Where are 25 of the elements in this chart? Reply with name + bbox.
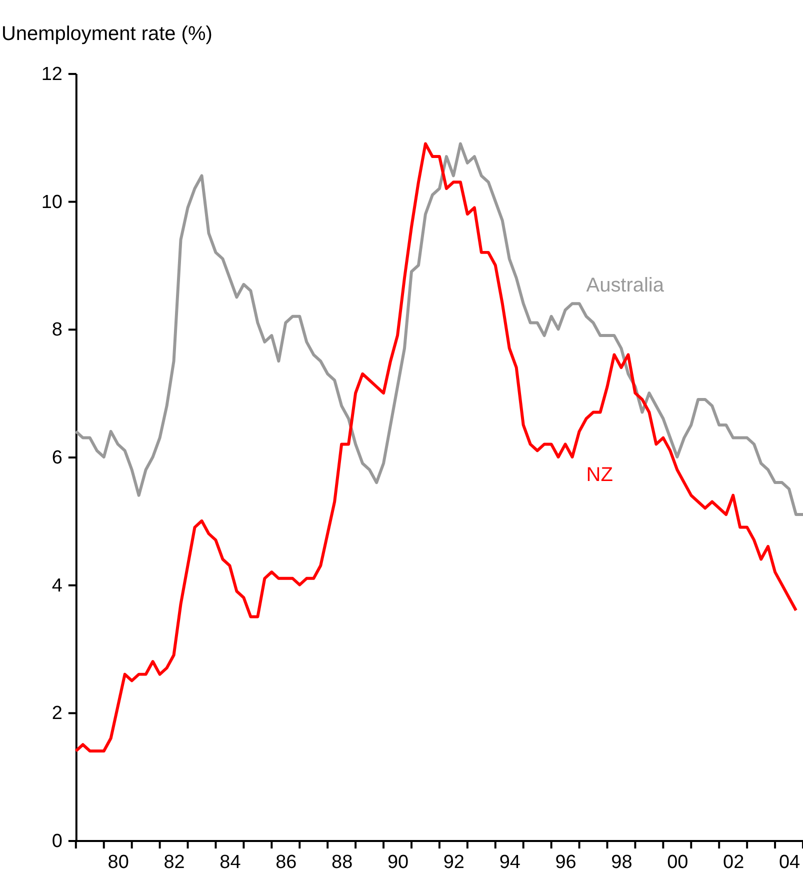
x-tick-label: 80: [108, 852, 129, 873]
x-tick-label: 88: [332, 852, 353, 873]
y-tick-label: 10: [41, 192, 62, 213]
line-series: [74, 142, 803, 516]
y-tick-label: 0: [52, 831, 62, 852]
x-tick-label: 02: [723, 852, 744, 873]
y-tick-label: 6: [52, 447, 62, 468]
x-tick-label: 04: [778, 852, 800, 873]
x-tick-label: 98: [611, 852, 632, 873]
line-series: [74, 142, 798, 753]
series-label: Australia: [586, 274, 665, 297]
y-axis-title: Unemployment rate (%): [2, 23, 212, 46]
x-tick-label: 84: [220, 852, 241, 873]
x-tick-label: 82: [164, 852, 185, 873]
y-tick-label: 12: [41, 64, 62, 85]
x-tick-label: 90: [387, 852, 409, 873]
series-label: NZ: [586, 464, 613, 486]
y-tick-label: 8: [52, 320, 62, 341]
x-tick-label: 96: [555, 852, 576, 873]
x-tick-label: 00: [667, 852, 688, 873]
x-tick-label: 92: [443, 852, 464, 873]
x-tick-label: 86: [276, 852, 297, 873]
y-tick-label: 2: [52, 703, 62, 724]
x-tick-label: 94: [499, 852, 520, 873]
y-tick-label: 4: [52, 575, 62, 596]
